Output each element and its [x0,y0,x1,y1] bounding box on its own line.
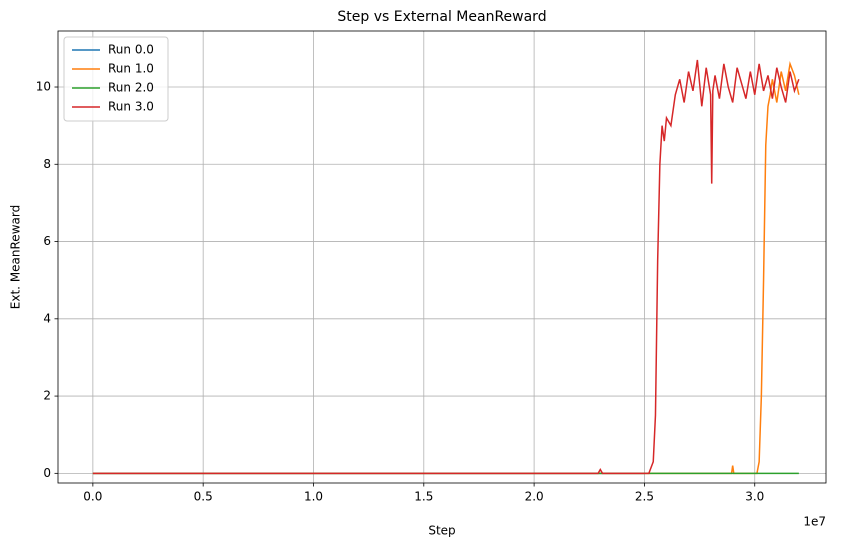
x-tick-label: 0.5 [194,490,213,504]
plot-frame [57,30,827,484]
x-tick-label: 3.0 [745,490,764,504]
x-tick-label: 1.5 [414,490,433,504]
legend-label: Run 3.0 [108,100,154,114]
y-tick-label: 8 [43,157,51,171]
y-tick-label: 0 [43,466,51,480]
x-tick-label: 0.0 [83,490,102,504]
x-tick-label: 1.0 [304,490,323,504]
x-offset-label: 1e7 [803,515,826,529]
line-series [92,59,800,475]
legend-box [63,36,169,122]
x-tick-label: 2.0 [525,490,544,504]
legend-label: Run 0.0 [108,43,154,57]
y-axis-label: Ext. MeanReward [9,205,23,309]
y-tick-label: 10 [36,80,51,94]
x-tick-label: 2.5 [635,490,654,504]
y-tick-label: 6 [43,234,51,248]
line-series [92,60,800,475]
x-axis-label: Step [428,524,455,538]
y-tick-label: 2 [43,389,51,403]
chart-title: Step vs External MeanReward [337,9,546,25]
y-tick-label: 4 [43,311,51,325]
grid [58,31,826,483]
legend: Run 0.0 Run 1.0 Run 2.0 Run 3.0 [63,36,169,122]
legend-label: Run 1.0 [108,62,154,76]
legend-label: Run 2.0 [108,81,154,95]
